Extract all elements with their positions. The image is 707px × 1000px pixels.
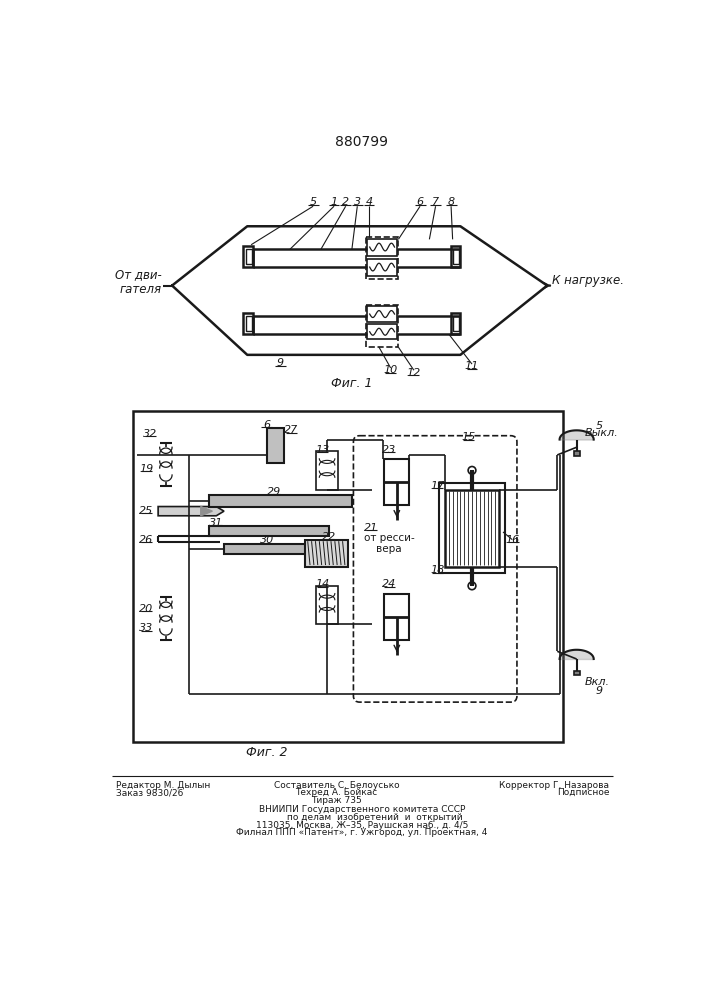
Text: 16: 16 xyxy=(506,535,520,545)
Text: 2: 2 xyxy=(342,197,349,207)
Text: 23: 23 xyxy=(382,445,396,455)
Bar xyxy=(451,312,460,334)
Text: Тираж 735: Тираж 735 xyxy=(311,796,362,805)
Text: 880799: 880799 xyxy=(335,135,388,149)
Polygon shape xyxy=(201,507,212,516)
Text: 13: 13 xyxy=(315,445,329,455)
Bar xyxy=(453,249,459,264)
Text: 9: 9 xyxy=(277,358,284,368)
Text: 11: 11 xyxy=(465,361,479,371)
Text: 5: 5 xyxy=(310,197,317,207)
Bar xyxy=(573,671,580,675)
Text: Фиг. 1: Фиг. 1 xyxy=(331,377,373,390)
Bar xyxy=(134,411,563,742)
Text: 32: 32 xyxy=(144,429,158,439)
Text: 12: 12 xyxy=(407,368,421,378)
Bar xyxy=(224,544,337,554)
Text: Вкл.: Вкл. xyxy=(585,677,609,687)
Bar xyxy=(385,459,409,505)
Text: 4: 4 xyxy=(366,197,373,207)
Text: Фиг. 2: Фиг. 2 xyxy=(246,746,287,759)
Text: 18: 18 xyxy=(430,565,444,575)
Text: 9: 9 xyxy=(596,686,603,696)
Bar xyxy=(267,428,284,463)
Bar xyxy=(316,451,338,490)
Bar xyxy=(305,540,348,567)
Text: 7: 7 xyxy=(432,197,439,207)
Bar xyxy=(385,594,409,640)
Text: 24: 24 xyxy=(382,579,396,589)
Bar xyxy=(243,312,252,334)
Text: 30: 30 xyxy=(259,535,274,545)
Text: Корректор Г. Назарова: Корректор Г. Назарова xyxy=(499,781,609,790)
Text: 3: 3 xyxy=(354,197,361,207)
Text: Составитель С. Белоусько: Составитель С. Белоусько xyxy=(274,781,399,790)
Bar xyxy=(368,259,397,276)
Text: по делам  изобретений  и  открытий: по делам изобретений и открытий xyxy=(261,813,463,822)
Bar xyxy=(445,490,499,567)
Text: 29: 29 xyxy=(267,487,281,497)
Text: Филнал ППП «Патент», г. Ужгород, ул. Проектная, 4: Филнал ППП «Патент», г. Ужгород, ул. Про… xyxy=(236,828,488,837)
Text: 15: 15 xyxy=(461,432,475,442)
Bar xyxy=(368,239,397,256)
Text: 5: 5 xyxy=(596,421,603,431)
Bar xyxy=(209,495,352,507)
Text: от ресси-
вера: от ресси- вера xyxy=(363,533,414,554)
Bar xyxy=(368,324,397,339)
Bar xyxy=(243,246,252,267)
Text: 27: 27 xyxy=(284,425,298,435)
Text: Заказ 9830/26: Заказ 9830/26 xyxy=(115,788,183,797)
Text: 6: 6 xyxy=(416,197,423,207)
Text: 113035, Москва, Ж–35, Раушская наб., д. 4/5: 113035, Москва, Ж–35, Раушская наб., д. … xyxy=(256,821,468,830)
Text: ВНИИПИ Государственного комитета СССР: ВНИИПИ Государственного комитета СССР xyxy=(259,805,465,814)
Bar xyxy=(366,305,398,347)
Text: 25: 25 xyxy=(139,506,153,516)
Text: 6: 6 xyxy=(263,420,270,430)
Text: 17: 17 xyxy=(430,481,444,491)
Bar xyxy=(209,526,329,536)
Text: Техред А. Бойкас: Техред А. Бойкас xyxy=(296,788,378,797)
Text: 19: 19 xyxy=(139,464,153,474)
Bar xyxy=(368,306,397,322)
Bar xyxy=(366,237,398,279)
Text: 20: 20 xyxy=(139,604,153,614)
Text: 8: 8 xyxy=(448,197,455,207)
Text: Подписное: Подписное xyxy=(556,788,609,797)
Bar xyxy=(316,586,338,624)
Text: Выкл.: Выкл. xyxy=(585,428,618,438)
Text: К нагрузке.: К нагрузке. xyxy=(552,274,624,287)
Text: Редактор М. Дылын: Редактор М. Дылын xyxy=(115,781,210,790)
Text: 21: 21 xyxy=(364,523,378,533)
Bar xyxy=(438,483,506,573)
Bar xyxy=(573,451,580,456)
Bar xyxy=(247,249,252,264)
Bar xyxy=(453,316,459,331)
Text: 22: 22 xyxy=(322,532,336,542)
Text: 26: 26 xyxy=(139,535,153,545)
Bar xyxy=(451,246,460,267)
Text: От дви-
гателя: От дви- гателя xyxy=(115,268,162,296)
Text: 1: 1 xyxy=(330,197,338,207)
Bar xyxy=(247,316,252,331)
Text: 31: 31 xyxy=(209,518,223,528)
Text: 10: 10 xyxy=(383,365,398,375)
Polygon shape xyxy=(158,507,224,516)
Text: 14: 14 xyxy=(315,579,329,589)
Text: 33: 33 xyxy=(139,623,153,633)
